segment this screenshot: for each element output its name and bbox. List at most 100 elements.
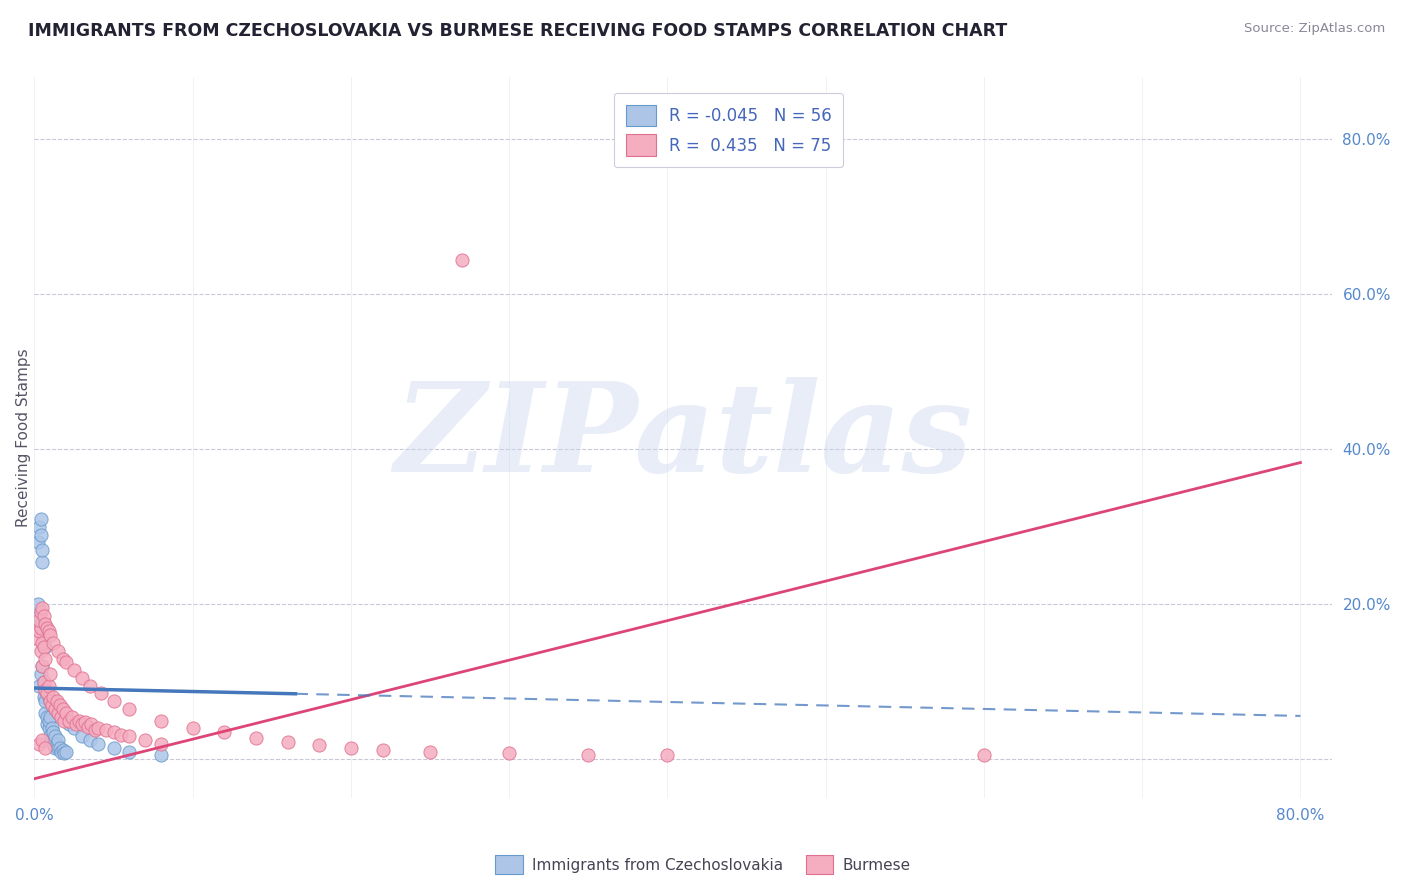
Point	[32, 609, 55, 624]
Point	[39, 729, 62, 743]
Point	[28, 624, 51, 639]
Point	[28, 609, 51, 624]
Point	[103, 694, 125, 708]
Point	[55, 745, 77, 759]
Point	[34, 682, 56, 697]
Point	[103, 740, 125, 755]
Point	[51, 709, 73, 723]
Point	[48, 698, 70, 712]
Point	[31, 636, 53, 650]
Point	[63, 722, 86, 736]
Point	[149, 714, 172, 728]
Point	[70, 729, 93, 743]
Point	[39, 667, 62, 681]
Point	[30, 621, 52, 635]
Point	[27, 632, 49, 647]
Point	[70, 717, 93, 731]
Text: ZIPatlas: ZIPatlas	[394, 377, 972, 499]
Point	[35, 709, 58, 723]
Point	[46, 733, 69, 747]
Point	[65, 717, 87, 731]
Point	[51, 745, 73, 759]
Point	[103, 725, 125, 739]
Point	[58, 714, 80, 728]
Point	[30, 605, 52, 619]
Point	[32, 632, 55, 647]
Point	[308, 739, 330, 753]
Point	[31, 733, 53, 747]
Point	[31, 624, 53, 639]
Point	[371, 743, 394, 757]
Point	[45, 694, 67, 708]
Point	[32, 690, 55, 705]
Point	[31, 555, 53, 569]
Point	[38, 722, 60, 736]
Point	[53, 746, 76, 760]
Point	[60, 709, 83, 723]
Point	[44, 702, 66, 716]
Point	[44, 729, 66, 743]
Point	[38, 690, 60, 705]
Point	[31, 659, 53, 673]
Point	[34, 616, 56, 631]
Point	[118, 729, 141, 743]
Point	[94, 723, 117, 737]
Point	[277, 735, 299, 749]
Point	[41, 698, 63, 712]
Point	[214, 725, 236, 739]
Text: IMMIGRANTS FROM CZECHOSLOVAKIA VS BURMESE RECEIVING FOOD STAMPS CORRELATION CHAR: IMMIGRANTS FROM CZECHOSLOVAKIA VS BURMES…	[28, 22, 1007, 40]
Point	[28, 679, 51, 693]
Point	[32, 674, 55, 689]
Point	[90, 686, 112, 700]
Point	[52, 709, 75, 723]
Point	[32, 679, 55, 693]
Point	[86, 722, 108, 736]
Point	[110, 727, 132, 741]
Point	[30, 527, 52, 541]
Point	[134, 733, 156, 747]
Point	[149, 737, 172, 751]
Point	[39, 694, 62, 708]
Point	[28, 613, 51, 627]
Point	[39, 694, 62, 708]
Point	[41, 733, 63, 747]
Point	[58, 717, 80, 731]
Point	[55, 656, 77, 670]
Point	[52, 651, 75, 665]
Point	[86, 737, 108, 751]
Point	[38, 714, 60, 728]
Point	[30, 667, 52, 681]
Point	[63, 663, 86, 677]
Point	[149, 748, 172, 763]
Point	[245, 731, 267, 745]
Point	[35, 686, 58, 700]
Point	[27, 598, 49, 612]
Point	[46, 706, 69, 720]
Point	[77, 720, 100, 734]
Point	[42, 725, 65, 739]
Point	[118, 702, 141, 716]
Point	[35, 621, 58, 635]
Point	[34, 706, 56, 720]
Point	[181, 722, 204, 736]
Point	[35, 717, 58, 731]
Point	[419, 745, 441, 759]
Point	[32, 640, 55, 654]
Point	[28, 737, 51, 751]
Point	[31, 659, 53, 673]
Point	[657, 748, 679, 763]
Point	[27, 535, 49, 549]
Point	[34, 740, 56, 755]
Point	[450, 252, 472, 267]
Point	[34, 640, 56, 654]
Point	[340, 740, 363, 755]
Y-axis label: Receiving Food Stamps: Receiving Food Stamps	[15, 349, 31, 527]
Point	[39, 709, 62, 723]
Point	[79, 679, 101, 693]
Point	[39, 628, 62, 642]
Point	[42, 737, 65, 751]
Point	[35, 686, 58, 700]
Text: Source: ZipAtlas.com: Source: ZipAtlas.com	[1244, 22, 1385, 36]
Point	[55, 706, 77, 720]
Point	[30, 616, 52, 631]
